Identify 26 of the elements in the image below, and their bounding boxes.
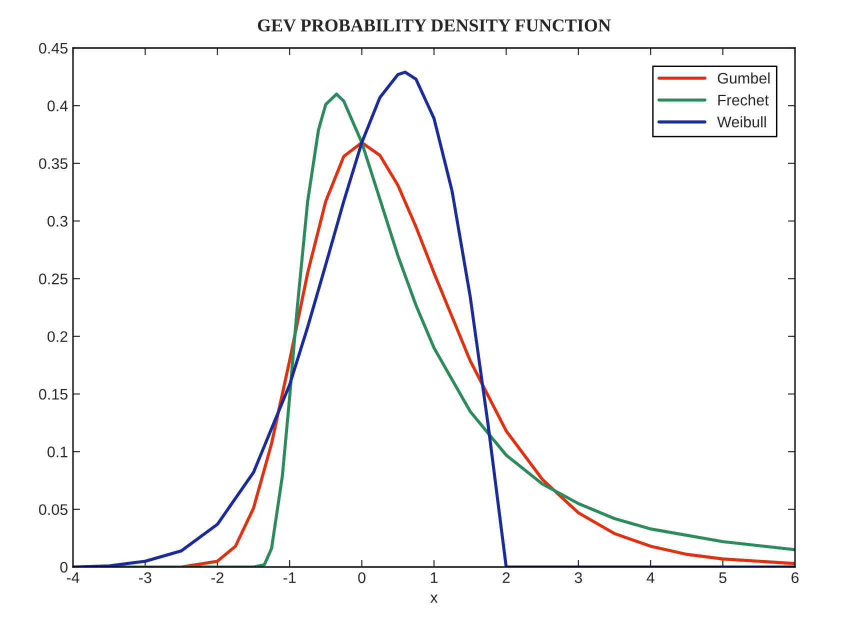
legend-label: Gumbel bbox=[718, 72, 770, 84]
x-tick-label: 0 bbox=[358, 572, 366, 584]
x-tick-label: 1 bbox=[430, 572, 438, 583]
x-axis-title: x bbox=[430, 594, 438, 603]
chart-title: GEV PROBABILITY DENSITY FUNCTION bbox=[258, 19, 611, 32]
y-tick-label: 0.35 bbox=[39, 158, 68, 170]
x-tick-label: -1 bbox=[283, 572, 296, 583]
x-tick-label: -3 bbox=[139, 572, 152, 584]
legend-label: Frechet bbox=[718, 94, 769, 106]
y-tick-label: 0.25 bbox=[39, 274, 68, 284]
legend-label: Weibull bbox=[717, 116, 766, 128]
y-tick-label: 0.3 bbox=[48, 216, 68, 227]
x-tick-label: -2 bbox=[211, 572, 224, 583]
x-tick-label: 2 bbox=[502, 572, 510, 583]
y-tick-label: 0.2 bbox=[48, 331, 68, 342]
y-tick-label: 0.45 bbox=[39, 42, 68, 54]
x-tick-label: 6 bbox=[792, 572, 799, 584]
y-tick-label: 0.15 bbox=[39, 388, 68, 400]
x-tick-label: 5 bbox=[719, 572, 726, 584]
x-tick-label: 4 bbox=[646, 572, 654, 583]
y-tick-label: 0.05 bbox=[39, 504, 68, 516]
x-tick-label: -4 bbox=[66, 572, 80, 583]
y-tick-label: 0.1 bbox=[48, 446, 68, 458]
y-tick-label: 0.4 bbox=[48, 100, 68, 112]
x-tick-label: 3 bbox=[574, 572, 582, 584]
y-tick-label: 0 bbox=[60, 562, 68, 573]
